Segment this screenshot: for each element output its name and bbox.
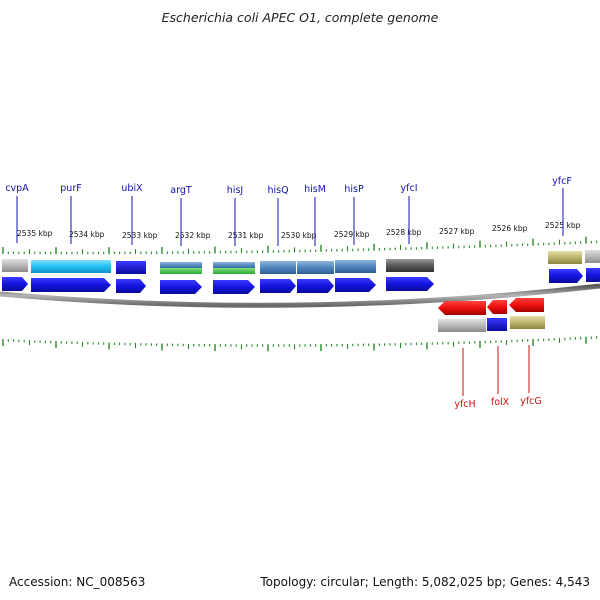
cds-arrow-unlabeled[interactable] bbox=[586, 268, 600, 282]
cds-arrow-yfcF[interactable] bbox=[549, 269, 583, 283]
feature-bar-hisQ[interactable] bbox=[260, 261, 296, 274]
feature-bar-yfcI[interactable] bbox=[386, 259, 434, 272]
cds-arrow-hisQ[interactable] bbox=[260, 279, 296, 293]
feature-bar-argT[interactable] bbox=[160, 262, 202, 269]
cds-arrow-hisM[interactable] bbox=[297, 279, 334, 293]
scale-label: 2526 kbp bbox=[492, 224, 528, 233]
genome-summary: Topology: circular; Length: 5,082,025 bp… bbox=[260, 575, 590, 589]
gene-label-yfcH[interactable]: yfcH bbox=[454, 399, 475, 410]
reverse-cds-row bbox=[438, 298, 544, 315]
gene-label-yfcF[interactable]: yfcF bbox=[552, 176, 572, 187]
scale-label: 2531 kbp bbox=[228, 231, 264, 240]
feature-bar-yfcG[interactable] bbox=[510, 316, 545, 329]
gene-label-hisJ[interactable]: hisJ bbox=[227, 185, 243, 196]
scale-label: 2535 kbp bbox=[17, 229, 53, 238]
feature-bar-hisJ-cap bbox=[213, 268, 255, 274]
cds-arrow-yfcG[interactable] bbox=[509, 298, 544, 312]
gene-label-hisP[interactable]: hisP bbox=[344, 184, 364, 195]
feature-bar-hisJ[interactable] bbox=[213, 262, 255, 269]
scale-label: 2533 kbp bbox=[122, 231, 158, 240]
gene-label-purF[interactable]: purF bbox=[60, 183, 81, 194]
cds-arrow-cvpA[interactable] bbox=[2, 277, 28, 291]
feature-bar-purF[interactable] bbox=[31, 260, 111, 273]
feature-bar-cvpA[interactable] bbox=[2, 259, 28, 272]
feature-bar-hisP[interactable] bbox=[335, 260, 376, 273]
forward-cds-row bbox=[2, 268, 600, 294]
scale-label: 2532 kbp bbox=[175, 231, 211, 240]
feature-bar-argT-cap bbox=[160, 268, 202, 274]
reverse-feature-row bbox=[438, 316, 545, 332]
feature-bar-folX[interactable] bbox=[487, 318, 507, 331]
cds-arrow-hisJ[interactable] bbox=[213, 280, 255, 294]
feature-bar-yfcF[interactable] bbox=[548, 251, 582, 264]
scale-label: 2529 kbp bbox=[334, 230, 370, 239]
cds-arrow-hisP[interactable] bbox=[335, 278, 376, 292]
feature-bar-ubiX[interactable] bbox=[116, 261, 146, 274]
gene-label-argT[interactable]: argT bbox=[170, 185, 192, 196]
reverse-gene-labels: yfcH folX yfcG bbox=[454, 345, 542, 410]
map-title: Escherichia coli APEC O1, complete genom… bbox=[161, 10, 439, 25]
forward-feature-row bbox=[2, 250, 600, 274]
scale-label: 2530 kbp bbox=[281, 231, 317, 240]
gene-label-folX[interactable]: folX bbox=[491, 397, 510, 408]
forward-gene-labels: cvpA purF ubiX argT hisJ hisQ hisM hisP … bbox=[5, 176, 572, 246]
cds-arrow-yfcH[interactable] bbox=[438, 301, 486, 315]
gene-label-hisQ[interactable]: hisQ bbox=[267, 185, 288, 196]
scale-labels: 2535 kbp 2534 kbp 2533 kbp 2532 kbp 2531… bbox=[17, 221, 581, 240]
gene-label-ubiX[interactable]: ubiX bbox=[121, 183, 143, 194]
feature-bar-hisM[interactable] bbox=[297, 261, 334, 274]
scale-label: 2527 kbp bbox=[439, 227, 475, 236]
accession-label: Accession: NC_008563 bbox=[9, 575, 146, 589]
cds-arrow-yfcI[interactable] bbox=[386, 277, 434, 291]
gene-label-yfcI[interactable]: yfcI bbox=[401, 183, 418, 194]
genome-backbone bbox=[0, 283, 600, 308]
cds-arrow-purF[interactable] bbox=[31, 278, 111, 292]
upper-tick-track bbox=[2, 236, 598, 255]
gene-label-hisM[interactable]: hisM bbox=[304, 184, 326, 195]
feature-bar-unlabeled[interactable] bbox=[585, 250, 600, 263]
cds-arrow-argT[interactable] bbox=[160, 280, 202, 294]
cds-arrow-folX[interactable] bbox=[487, 300, 507, 314]
gene-label-yfcG[interactable]: yfcG bbox=[520, 396, 542, 407]
lower-tick-track bbox=[2, 336, 598, 352]
feature-bar-yfcH[interactable] bbox=[438, 319, 486, 332]
scale-label: 2528 kbp bbox=[386, 228, 422, 237]
gene-label-cvpA[interactable]: cvpA bbox=[5, 183, 29, 194]
cds-arrow-ubiX[interactable] bbox=[116, 279, 146, 293]
scale-label: 2534 kbp bbox=[69, 230, 105, 239]
